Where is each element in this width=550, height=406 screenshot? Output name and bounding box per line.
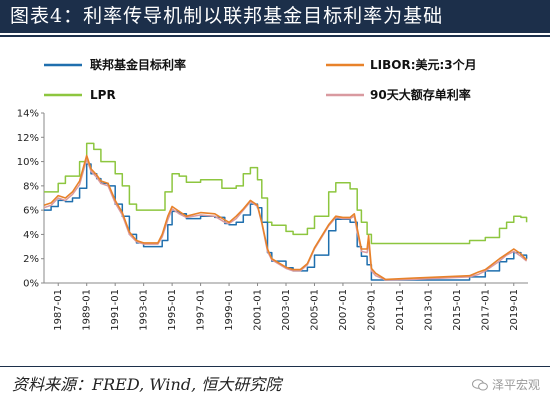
- source-divider: [0, 366, 550, 367]
- chart-legend: 联邦基金目标利率 LIBOR:美元:3个月 LPR 90天大额存单利率: [44, 57, 477, 102]
- x-tick-label: 2019-01: [509, 289, 520, 331]
- series-line-libor: [43, 154, 528, 281]
- x-tick-label: 1993-01: [139, 289, 150, 331]
- y-tick-label: 0%: [23, 279, 39, 290]
- line-chart: 联邦基金目标利率 LIBOR:美元:3个月 LPR 90天大额存单利率 0% 2%…: [17, 57, 528, 331]
- x-tick-label: 2005-01: [309, 289, 320, 331]
- legend-label-cd90: 90天大额存单利率: [370, 87, 471, 102]
- x-tick-label: 2011-01: [395, 289, 406, 331]
- page-title: 图表4：利率传导机制以联邦基金目标利率为基础: [0, 0, 550, 33]
- y-tick-label: 6%: [23, 206, 39, 217]
- legend-label-fed: 联邦基金目标利率: [90, 57, 186, 72]
- y-tick-label: 12%: [17, 133, 39, 144]
- y-tick-label: 14%: [17, 109, 39, 120]
- x-ticks: 1987-01 1989-01 1991-01 1993-01 1995-01 1997-…: [53, 283, 520, 331]
- x-tick-label: 2009-01: [366, 289, 377, 331]
- x-tick-label: 1997-01: [196, 289, 207, 331]
- x-tick-label: 2013-01: [423, 289, 434, 331]
- x-tick-label: 2015-01: [452, 289, 463, 331]
- x-tick-label: 1995-01: [167, 289, 178, 331]
- x-tick-label: 1991-01: [110, 289, 121, 331]
- legend-label-libor: LIBOR:美元:3个月: [370, 57, 477, 72]
- series-line-lpr: [44, 142, 528, 245]
- watermark-text: 泽平宏观: [491, 378, 540, 392]
- y-tick-label: 4%: [23, 230, 39, 241]
- legend-label-lpr: LPR: [90, 88, 116, 102]
- wechat-icon: [471, 378, 488, 390]
- series-lines: [43, 142, 528, 281]
- x-tick-label: 2007-01: [338, 289, 349, 331]
- y-tick-label: 10%: [17, 157, 39, 168]
- x-tick-label: 2001-01: [253, 289, 264, 331]
- x-tick-label: 2017-01: [480, 289, 491, 331]
- y-ticks: 0% 2% 4% 6% 8% 10% 12% 14%: [17, 109, 44, 290]
- title-divider: [0, 35, 550, 37]
- x-tick-label: 2003-01: [281, 289, 292, 331]
- x-tick-label: 1989-01: [82, 289, 93, 331]
- watermark: 泽平宏观: [471, 376, 540, 393]
- series-line-fed: [44, 163, 528, 281]
- source-note: 资料来源：FRED, Wind, 恒大研究院: [12, 375, 282, 394]
- y-tick-label: 2%: [23, 254, 39, 265]
- x-tick-label: 1987-01: [53, 289, 64, 331]
- x-tick-label: 1999-01: [224, 289, 235, 331]
- y-tick-label: 8%: [23, 181, 39, 192]
